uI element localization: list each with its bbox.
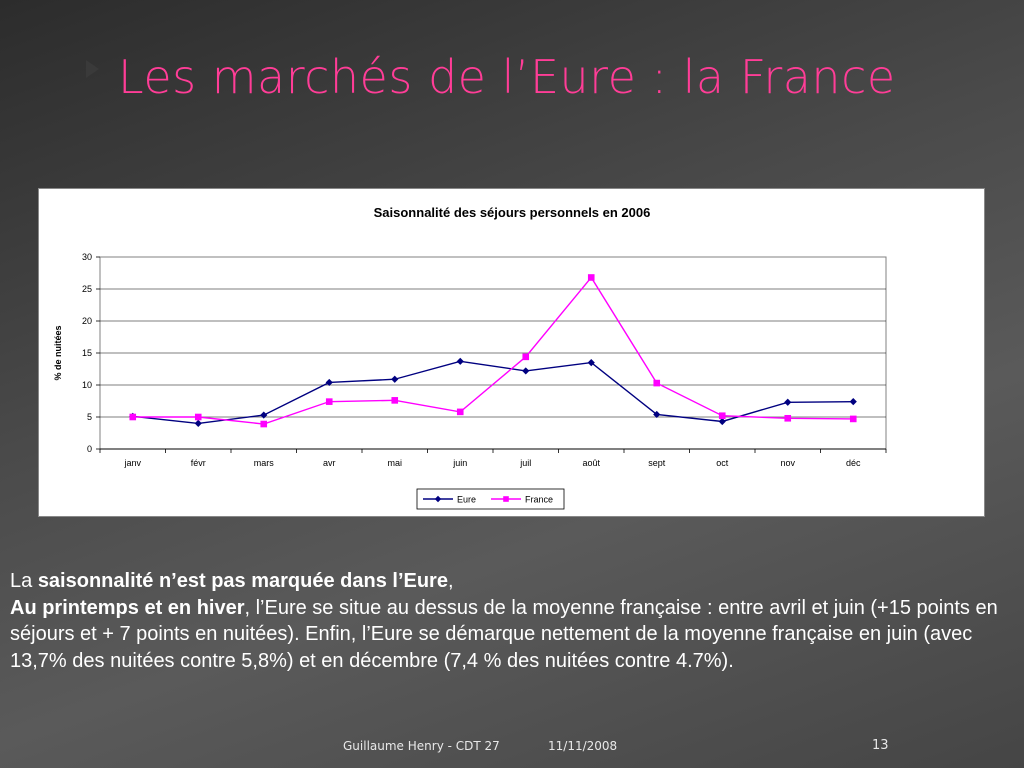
data-point-france [260, 420, 268, 428]
chart-title: Saisonnalité des séjours personnels en 2… [374, 205, 651, 220]
data-point-eure [456, 357, 464, 365]
data-point-france [129, 413, 137, 421]
p2-body: , l’Eure se situe au dessus de la moyenn… [10, 596, 998, 672]
x-tick-label: avr [323, 458, 336, 468]
legend-box [416, 488, 565, 510]
y-tick-label: 15 [82, 348, 92, 358]
data-point-eure [653, 410, 661, 419]
p1-emphasis: saisonnalité n’est pas marquée dans l’Eu… [37, 570, 448, 592]
data-point-france [587, 274, 595, 281]
p2-emphasis: Au printemps et en hiver [10, 596, 245, 619]
title-bullet-arrow [86, 60, 99, 78]
legend-marker-eure [434, 495, 442, 503]
y-tick-label: 10 [82, 380, 92, 390]
p1-end: , [447, 570, 454, 592]
plot-area: 0 5 10 15 20 25 30 janv févr mars avr mai juin juil ao… [82, 252, 887, 468]
x-tick-label: janv [123, 458, 141, 468]
chart-legend: Eure France [416, 488, 565, 510]
data-point-eure [849, 398, 857, 406]
data-point-france [849, 415, 857, 423]
data-point-eure [260, 411, 268, 419]
x-tick-label: mars [254, 458, 274, 468]
data-point-france [718, 412, 726, 420]
y-tick-label: 0 [87, 444, 92, 454]
data-point-eure [325, 378, 333, 387]
data-point-france [522, 353, 530, 361]
footer-date: 11/11/2008 [548, 739, 618, 753]
data-point-france [456, 408, 464, 416]
legend-marker-france [503, 496, 509, 502]
x-tick-label: août [582, 458, 600, 468]
legend-label-france: France [525, 495, 553, 505]
data-point-france [325, 398, 333, 405]
data-point-france [653, 379, 661, 387]
slide-title: Les marchés de l’Eure : la France [118, 50, 896, 104]
series-line-france [132, 276, 854, 425]
data-point-eure [391, 375, 399, 383]
x-tick-label: juil [519, 458, 531, 468]
footer-author: Guillaume Henry - CDT 27 [343, 739, 500, 753]
y-tick-label: 20 [82, 316, 92, 326]
series-line-eure [132, 360, 854, 425]
x-tick-label: déc [846, 458, 861, 468]
p1-intro: La [10, 570, 38, 592]
data-point-france [784, 414, 792, 422]
chart-container: Saisonnalité des séjours personnels en 2… [38, 188, 985, 517]
x-tick-label: nov [780, 458, 795, 468]
y-tick-label: 30 [82, 252, 92, 262]
x-tick-label: sept [648, 458, 666, 468]
x-tick-label: oct [716, 458, 729, 468]
page-number: 13 [872, 738, 889, 753]
seasonality-line-chart: Saisonnalité des séjours personnels en 2… [53, 205, 887, 510]
y-tick-label: 25 [82, 284, 92, 294]
x-tick-label: mai [387, 458, 402, 468]
data-point-france [194, 413, 202, 421]
legend-label-eure: Eure [457, 495, 476, 505]
y-axis-label: % de nuitées [53, 325, 63, 380]
data-point-france [391, 397, 399, 404]
y-tick-label: 5 [87, 412, 92, 422]
x-tick-label: juin [452, 458, 467, 468]
x-tick-label: févr [191, 458, 206, 468]
slide-body-text: La saisonnalité n’est pas marquée dans l… [10, 568, 1015, 674]
